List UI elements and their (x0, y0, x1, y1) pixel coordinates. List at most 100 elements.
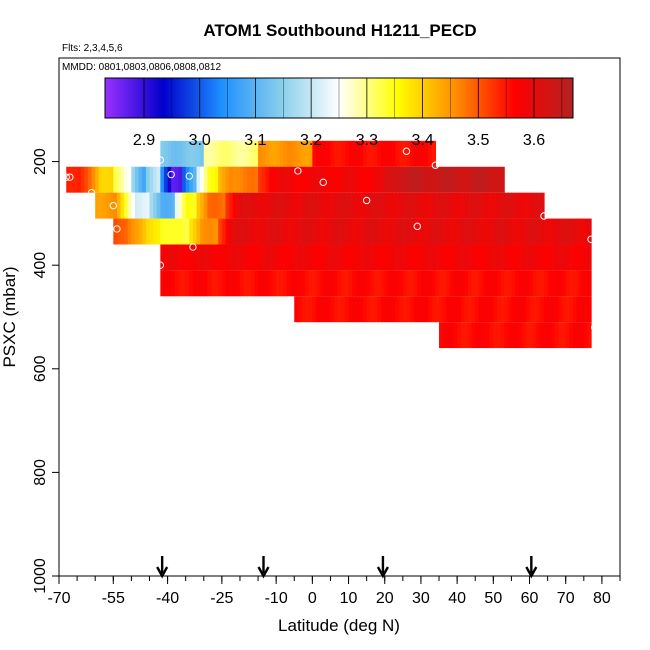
heatmap-cell (381, 192, 386, 219)
heatmap-cell (442, 244, 447, 271)
heatmap-cell (565, 270, 570, 297)
heatmap-cell (504, 192, 509, 219)
heatmap-cell (127, 166, 132, 193)
heatmap-cell (576, 322, 581, 349)
heatmap-cell (391, 270, 397, 297)
heatmap-cell (214, 140, 219, 167)
heatmap-cell (214, 192, 219, 219)
heatmap-cell (211, 218, 216, 245)
heatmap-cell (225, 244, 230, 271)
heatmap-cell (189, 218, 194, 245)
heatmap-cell (525, 218, 531, 245)
colorbar-separators (143, 78, 563, 118)
heatmap-cell (229, 270, 234, 297)
heatmap-cell (529, 322, 534, 349)
heatmap-cell (359, 192, 364, 219)
heatmap-cell (449, 322, 455, 349)
heatmap-cell (229, 244, 234, 271)
heatmap-cell (225, 270, 230, 297)
heatmap-cell (583, 296, 589, 323)
heatmap-cell (301, 244, 306, 271)
heatmap-cell (449, 296, 455, 323)
heatmap-cell (478, 192, 484, 219)
heatmap-cell (178, 192, 183, 219)
heatmap-cell (395, 244, 400, 271)
heatmap-cell (254, 218, 259, 245)
heatmap-cell (334, 270, 339, 297)
heatmap-cell (489, 270, 494, 297)
heatmap-cell (453, 166, 458, 193)
flight-arrow-head (156, 566, 169, 579)
heatmap-cell (507, 192, 513, 219)
heatmap-cell (145, 166, 151, 193)
heatmap-cell (196, 270, 201, 297)
heatmap-cell (464, 166, 469, 193)
heatmap-cell (167, 166, 172, 193)
heatmap-cell (160, 270, 165, 297)
heatmap-cell (439, 296, 444, 323)
heatmap-cell (482, 296, 487, 323)
heatmap-cell (439, 166, 444, 193)
heatmap-cell (359, 244, 364, 271)
heatmap-cell (243, 192, 248, 219)
heatmap-cell (135, 192, 140, 219)
heatmap-cell (294, 192, 299, 219)
heatmap-cell (196, 244, 201, 271)
heatmap-cell (153, 192, 158, 219)
heatmap-cell (562, 296, 567, 323)
heatmap-cell (207, 192, 212, 219)
sample-point (294, 167, 302, 175)
heatmap-cell (232, 218, 237, 245)
heatmap-cell (446, 322, 451, 349)
heatmap-cell (522, 192, 527, 219)
heatmap-cell (261, 192, 266, 219)
heatmap-cell (580, 270, 585, 297)
heatmap-cell (153, 166, 158, 193)
heatmap-cell (373, 270, 379, 297)
heatmap-cell (373, 166, 379, 193)
heatmap-cell (547, 296, 552, 323)
heatmap-cell (489, 322, 494, 349)
heatmap-cell (583, 322, 589, 349)
heatmap-cell (576, 218, 581, 245)
heatmap-cell (145, 192, 151, 219)
heatmap-cell (218, 140, 223, 167)
heatmap-cell (511, 192, 516, 219)
heatmap-cell (576, 270, 581, 297)
heatmap-cell (182, 270, 187, 297)
heatmap-cell (359, 270, 364, 297)
heatmap-cell (467, 166, 473, 193)
heatmap-cell (363, 296, 368, 323)
heatmap-cell (214, 166, 219, 193)
heatmap-cell (344, 218, 350, 245)
heatmap-cell (337, 166, 342, 193)
heatmap-cell (410, 296, 415, 323)
heatmap-cell (370, 296, 375, 323)
heatmap-cell (163, 166, 169, 193)
heatmap-cell (377, 296, 382, 323)
heatmap-cell (518, 244, 523, 271)
heatmap-cell (308, 140, 313, 167)
heatmap-cell (334, 192, 339, 219)
heatmap-cell (515, 218, 520, 245)
heatmap-cell (355, 218, 361, 245)
heatmap-cell (363, 270, 368, 297)
heatmap-cell (446, 218, 451, 245)
heatmap-cell (250, 140, 256, 167)
heatmap-cell (236, 192, 241, 219)
heatmap-cell (243, 166, 248, 193)
heatmap-cell (355, 270, 361, 297)
heatmap-cell (120, 192, 125, 219)
heatmap-cell (142, 192, 147, 219)
heatmap-cell (370, 244, 375, 271)
heatmap-cell (265, 218, 270, 245)
heatmap-cell (500, 270, 505, 297)
heatmap-cell (551, 322, 556, 349)
heatmap-cell (493, 296, 498, 323)
heatmap-cell (420, 218, 426, 245)
heatmap-cell (337, 192, 342, 219)
colorbar-tick-label: 3.1 (244, 132, 266, 149)
heatmap-cell (525, 296, 531, 323)
heatmap-cell (341, 218, 346, 245)
